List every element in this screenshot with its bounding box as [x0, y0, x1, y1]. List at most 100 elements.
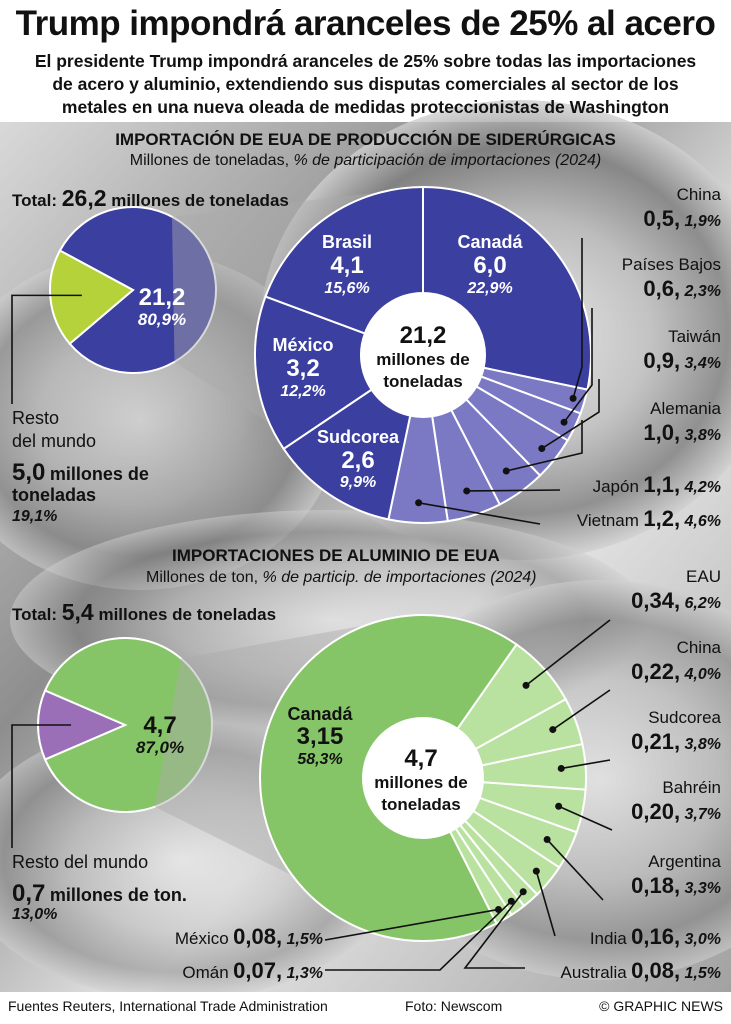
steel-leader-japon — [466, 489, 561, 492]
steel-label-paises-bajos-name: Países Bajos — [621, 255, 721, 274]
alu-label-china-name: China — [676, 638, 721, 657]
subtitle-line-1: El presidente Trump impondrá aranceles d… — [34, 51, 697, 71]
steel-label-alemania-value: 1,0, 3,8% — [643, 420, 721, 445]
alu-label-mexico: México 0,08, 1,5% — [174, 924, 323, 949]
steel-label-china-name: China — [676, 185, 721, 204]
footer-photo: Foto: Newscom — [405, 998, 503, 1014]
alu-canada-name: Canadá — [287, 704, 353, 724]
steel-mexico-pct: 12,2% — [280, 383, 326, 400]
alu-leader-australia — [463, 891, 525, 969]
footer-credit: © GRAPHIC NEWS — [599, 998, 723, 1014]
steel-leader-alemania — [506, 420, 583, 472]
steel-rest-leader — [11, 294, 82, 404]
alu-center-text-2: toneladas — [381, 795, 461, 814]
alu-rest-value: 0,7 millones de ton. — [12, 880, 187, 907]
steel-sudcorea-value: 2,6 — [341, 447, 375, 474]
alu-leader-oman — [325, 900, 512, 971]
alu-leader-dot-eau — [522, 681, 530, 689]
steel-canada-name: Canadá — [457, 232, 523, 252]
subtitle-line-2: de acero y aluminio, extendiendo sus dis… — [52, 74, 679, 94]
steel-rest-label-1: Resto — [12, 408, 60, 428]
steel-leader-dot-japon — [463, 487, 471, 495]
alu-leader-eau — [525, 619, 611, 687]
steel-leader-taiwan — [541, 379, 600, 450]
alu-label-sudcorea-value: 0,21, 3,8% — [631, 729, 721, 754]
steel-rest-label-2: del mundo — [12, 431, 97, 451]
alu-canada-pct: 58,3% — [297, 751, 343, 768]
steel-center-text-1: millones de — [376, 350, 470, 369]
alu-leader-china — [552, 689, 611, 731]
steel-brasil-pct: 15,6% — [324, 280, 370, 297]
steel-leader-dot-alemania — [502, 467, 510, 475]
alu-label-india: India 0,16, 3,0% — [589, 924, 721, 949]
alu-section-title: IMPORTACIONES DE ALUMINIO DE EUA — [172, 546, 500, 565]
steel-label-vietnam: Vietnam 1,2, 4,6% — [576, 506, 721, 531]
alu-center-value: 4,7 — [404, 745, 438, 772]
alu-leader-bahrein — [558, 805, 613, 831]
alu-world-main-pct: 87,0% — [135, 738, 185, 757]
alu-world-main-value: 4,7 — [143, 712, 177, 739]
alu-leader-argentina — [546, 838, 604, 901]
alu-leader-dot-mexico — [494, 905, 502, 913]
page-title: Trump impondrá aranceles de 25% al acero — [15, 4, 716, 43]
alu-label-sudcorea-name: Sudcorea — [648, 708, 721, 727]
steel-rest-value: 5,0 millones de — [12, 459, 149, 486]
steel-label-alemania-name: Alemania — [650, 399, 721, 418]
steel-leader-dot-china — [569, 394, 577, 402]
alu-units: Millones de ton, % de particip. de impor… — [146, 569, 537, 586]
steel-leader-dot-vietnam — [415, 499, 423, 507]
steel-leader-dot-taiwan — [538, 445, 546, 453]
alu-label-australia: Australia 0,08, 1,5% — [560, 958, 721, 983]
steel-label-taiwan-name: Taiwán — [668, 327, 721, 346]
steel-brasil-value: 4,1 — [330, 252, 364, 279]
alu-leader-dot-australia — [519, 888, 527, 896]
alu-label-eau-name: EAU — [686, 567, 721, 586]
alu-leader-dot-sudcorea — [557, 764, 565, 772]
alu-leader-india — [535, 870, 556, 937]
alu-leader-dot-oman — [507, 897, 515, 905]
steel-leader-vietnam — [418, 501, 541, 525]
steel-leader-paises-bajos — [563, 308, 593, 423]
steel-brasil-name: Brasil — [321, 232, 373, 252]
footer-sources: Fuentes Reuters, International Trade Adm… — [8, 998, 328, 1014]
steel-world-main-slice — [58, 206, 217, 374]
alu-canada-value: 3,15 — [296, 723, 344, 750]
steel-leader-dot-paises-bajos — [560, 418, 568, 426]
alu-leader-dot-india — [532, 867, 540, 875]
steel-mexico-name: México — [272, 335, 334, 355]
alu-world-main-slice — [43, 637, 213, 813]
steel-label-japon: Japón 1,1, 4,2% — [592, 472, 721, 497]
alu-leader-dot-china — [549, 726, 557, 734]
steel-total: Total: 26,2 millones de toneladas — [12, 185, 289, 211]
steel-world-main-value: 21,2 — [138, 284, 186, 311]
subtitle-line-3: metales en una nueva oleada de medidas p… — [61, 97, 670, 117]
steel-label-china-value: 0,5, 1,9% — [643, 206, 721, 231]
steel-mexico-value: 3,2 — [286, 355, 320, 382]
steel-world-main-pct: 80,9% — [137, 310, 187, 329]
alu-rest-leader — [11, 724, 72, 848]
alu-donut-hole — [363, 718, 483, 838]
steel-rest-pct: 19,1% — [12, 508, 58, 525]
steel-center-value: 21,2 — [399, 322, 447, 349]
steel-label-taiwan-value: 0,9, 3,4% — [643, 348, 721, 373]
alu-rest-pct: 13,0% — [12, 906, 58, 923]
alu-leader-mexico — [324, 908, 499, 941]
steel-sudcorea-pct: 9,9% — [339, 474, 377, 491]
steel-section-title: IMPORTACIÓN DE EUA DE PRODUCCIÓN DE SIDE… — [115, 130, 616, 149]
steel-units: Millones de toneladas, % de participació… — [129, 152, 602, 169]
alu-total: Total: 5,4 millones de toneladas — [12, 599, 277, 625]
steel-canada-pct: 22,9% — [467, 280, 513, 297]
alu-leader-dot-bahrein — [555, 802, 563, 810]
alu-label-bahrein-name: Bahréin — [662, 778, 721, 797]
steel-leader-china — [572, 238, 583, 399]
alu-leader-dot-argentina — [543, 836, 551, 844]
alu-rest-label: Resto del mundo — [12, 852, 149, 872]
steel-canada-value: 6,0 — [473, 252, 507, 279]
alu-label-china-value: 0,22, 4,0% — [631, 659, 721, 684]
alu-leader-sudcorea — [561, 759, 611, 770]
alu-label-bahrein-value: 0,20, 3,7% — [631, 799, 721, 824]
steel-center-text-2: toneladas — [383, 372, 463, 391]
alu-label-argentina-value: 0,18, 3,3% — [631, 873, 721, 898]
steel-rest-value-suffix2: toneladas — [12, 485, 97, 505]
